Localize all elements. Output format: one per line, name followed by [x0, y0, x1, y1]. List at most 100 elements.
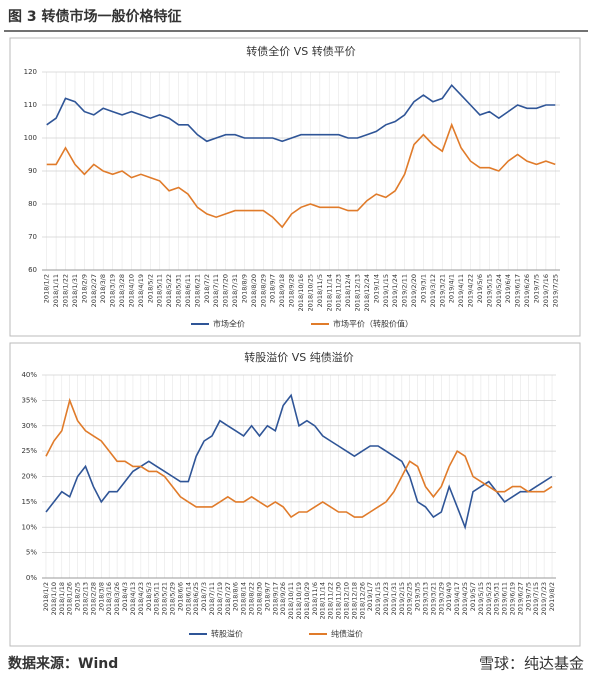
chart-frame	[9, 37, 581, 337]
y-tick-label: 60	[28, 266, 37, 274]
legend-label: 市场全价	[213, 319, 245, 329]
x-tick-label: 2018/8/6	[232, 582, 240, 611]
x-tick-label: 2019/6/4	[504, 274, 512, 303]
x-tick-label: 2018/4/13	[129, 582, 137, 615]
x-tick-label: 2018/10/16	[297, 274, 305, 311]
x-tick-label: 2019/1/24	[391, 274, 399, 307]
x-tick-label: 2018/9/17	[271, 582, 279, 615]
x-tick-label: 2019/6/27	[516, 582, 524, 615]
x-tick-label: 2018/1/2	[43, 274, 51, 303]
watermark: 雪球：纯达基金	[479, 655, 584, 673]
x-tick-label: 2018/5/3	[145, 582, 153, 611]
x-tick-label: 2019/5/24	[495, 274, 503, 307]
x-tick-label: 2018/9/26	[279, 582, 287, 615]
x-tick-label: 2018/1/22	[62, 274, 70, 307]
x-tick-label: 2018/7/20	[222, 274, 230, 307]
y-tick-label: 5%	[26, 549, 37, 557]
x-tick-label: 2018/11/14	[325, 274, 333, 311]
x-tick-label: 2018/6/14	[184, 582, 192, 615]
y-tick-label: 40%	[21, 371, 37, 379]
x-tick-label: 2019/1/15	[374, 582, 382, 615]
x-tick-label: 2018/4/23	[137, 582, 145, 615]
x-tick-label: 2018/12/4	[344, 274, 352, 307]
y-tick-label: 35%	[21, 396, 37, 404]
x-tick-label: 2019/4/1	[448, 274, 456, 303]
source-note: 数据来源：Wind	[8, 655, 118, 672]
x-tick-label: 2018/9/7	[269, 274, 277, 303]
chart-frame	[9, 342, 581, 647]
x-tick-label: 2018/10/11	[287, 582, 295, 619]
x-tick-label: 2019/3/13	[422, 582, 430, 615]
x-tick-label: 2018/9/18	[278, 274, 286, 307]
chart-title: 转债全价 VS 转债平价	[246, 44, 356, 58]
x-tick-label: 2018/6/25	[192, 582, 200, 615]
x-tick-label: 2018/10/29	[303, 582, 311, 619]
y-tick-label: 120	[24, 68, 37, 76]
x-tick-label: 2018/3/16	[105, 582, 113, 615]
x-tick-label: 2018/2/13	[81, 582, 89, 615]
series-line	[45, 393, 553, 531]
y-tick-label: 15%	[21, 498, 37, 506]
x-tick-label: 2018/4/19	[137, 274, 145, 307]
x-tick-label: 2019/4/25	[461, 582, 469, 615]
x-tick-label: 2019/4/11	[457, 274, 465, 307]
x-tick-label: 2019/3/5	[414, 582, 422, 611]
x-tick-label: 2018/12/24	[363, 274, 371, 311]
x-tick-label: 2018/1/11	[52, 274, 60, 307]
x-tick-label: 2019/7/5	[532, 274, 540, 303]
x-tick-label: 2018/9/7	[263, 582, 271, 611]
x-tick-label: 2019/7/5	[524, 582, 532, 611]
x-tick-label: 2018/7/11	[212, 274, 220, 307]
x-tick-label: 2018/7/11	[208, 582, 216, 615]
x-tick-label: 2018/11/23	[335, 274, 343, 311]
x-tick-label: 2019/1/15	[382, 274, 390, 307]
y-tick-label: 80	[28, 200, 37, 208]
x-tick-label: 2018/3/26	[113, 582, 121, 615]
x-tick-label: 2019/3/12	[429, 274, 437, 307]
x-tick-label: 2019/1/23	[382, 582, 390, 615]
x-tick-label: 2018/12/10	[342, 582, 350, 619]
x-tick-label: 2018/3/8	[97, 582, 105, 611]
y-tick-label: 0%	[26, 574, 37, 582]
x-tick-label: 2019/6/26	[523, 274, 531, 307]
x-tick-label: 2018/5/11	[153, 582, 161, 615]
x-tick-label: 2019/7/15	[532, 582, 540, 615]
y-tick-label: 90	[28, 167, 37, 175]
x-tick-label: 2018/3/8	[99, 274, 107, 303]
x-tick-label: 2019/6/17	[514, 274, 522, 307]
figure-title: 图 3 转债市场一般价格特征	[8, 8, 182, 25]
x-tick-label: 2019/5/6	[476, 274, 484, 303]
x-tick-label: 2019/1/31	[390, 582, 398, 615]
x-tick-label: 2018/8/9	[240, 274, 248, 303]
x-tick-label: 2018/11/30	[335, 582, 343, 619]
x-tick-label: 2018/2/27	[90, 274, 98, 307]
x-tick-label: 2019/1/4	[372, 274, 380, 303]
x-tick-label: 2018/4/3	[121, 582, 129, 611]
x-tick-label: 2019/7/16	[542, 274, 550, 307]
x-tick-label: 2019/7/25	[551, 274, 559, 307]
x-tick-label: 2018/12/13	[354, 274, 362, 311]
x-tick-label: 2019/8/2	[548, 582, 556, 611]
x-tick-label: 2018/4/10	[127, 274, 135, 307]
legend-label: 市场平价（转股价值）	[333, 319, 413, 329]
x-tick-label: 2019/5/7	[469, 582, 477, 611]
x-tick-label: 2018/8/14	[240, 582, 248, 615]
x-tick-label: 2018/1/2	[42, 582, 50, 611]
x-tick-label: 2018/10/25	[306, 274, 314, 311]
y-tick-label: 10%	[21, 523, 37, 531]
x-tick-label: 2018/1/18	[58, 582, 66, 615]
x-tick-label: 2018/7/3	[200, 582, 208, 611]
series-line	[45, 397, 553, 519]
x-tick-label: 2018/8/20	[250, 274, 258, 307]
y-tick-label: 70	[28, 233, 37, 241]
x-tick-label: 2018/2/28	[89, 582, 97, 615]
x-tick-label: 2018/5/2	[146, 274, 154, 303]
y-tick-label: 20%	[21, 473, 37, 481]
x-tick-label: 2018/7/19	[216, 582, 224, 615]
x-tick-label: 2019/4/22	[467, 274, 475, 307]
x-tick-label: 2019/5/23	[485, 582, 493, 615]
x-tick-label: 2018/7/31	[231, 274, 239, 307]
x-tick-label: 2019/3/1	[419, 274, 427, 303]
